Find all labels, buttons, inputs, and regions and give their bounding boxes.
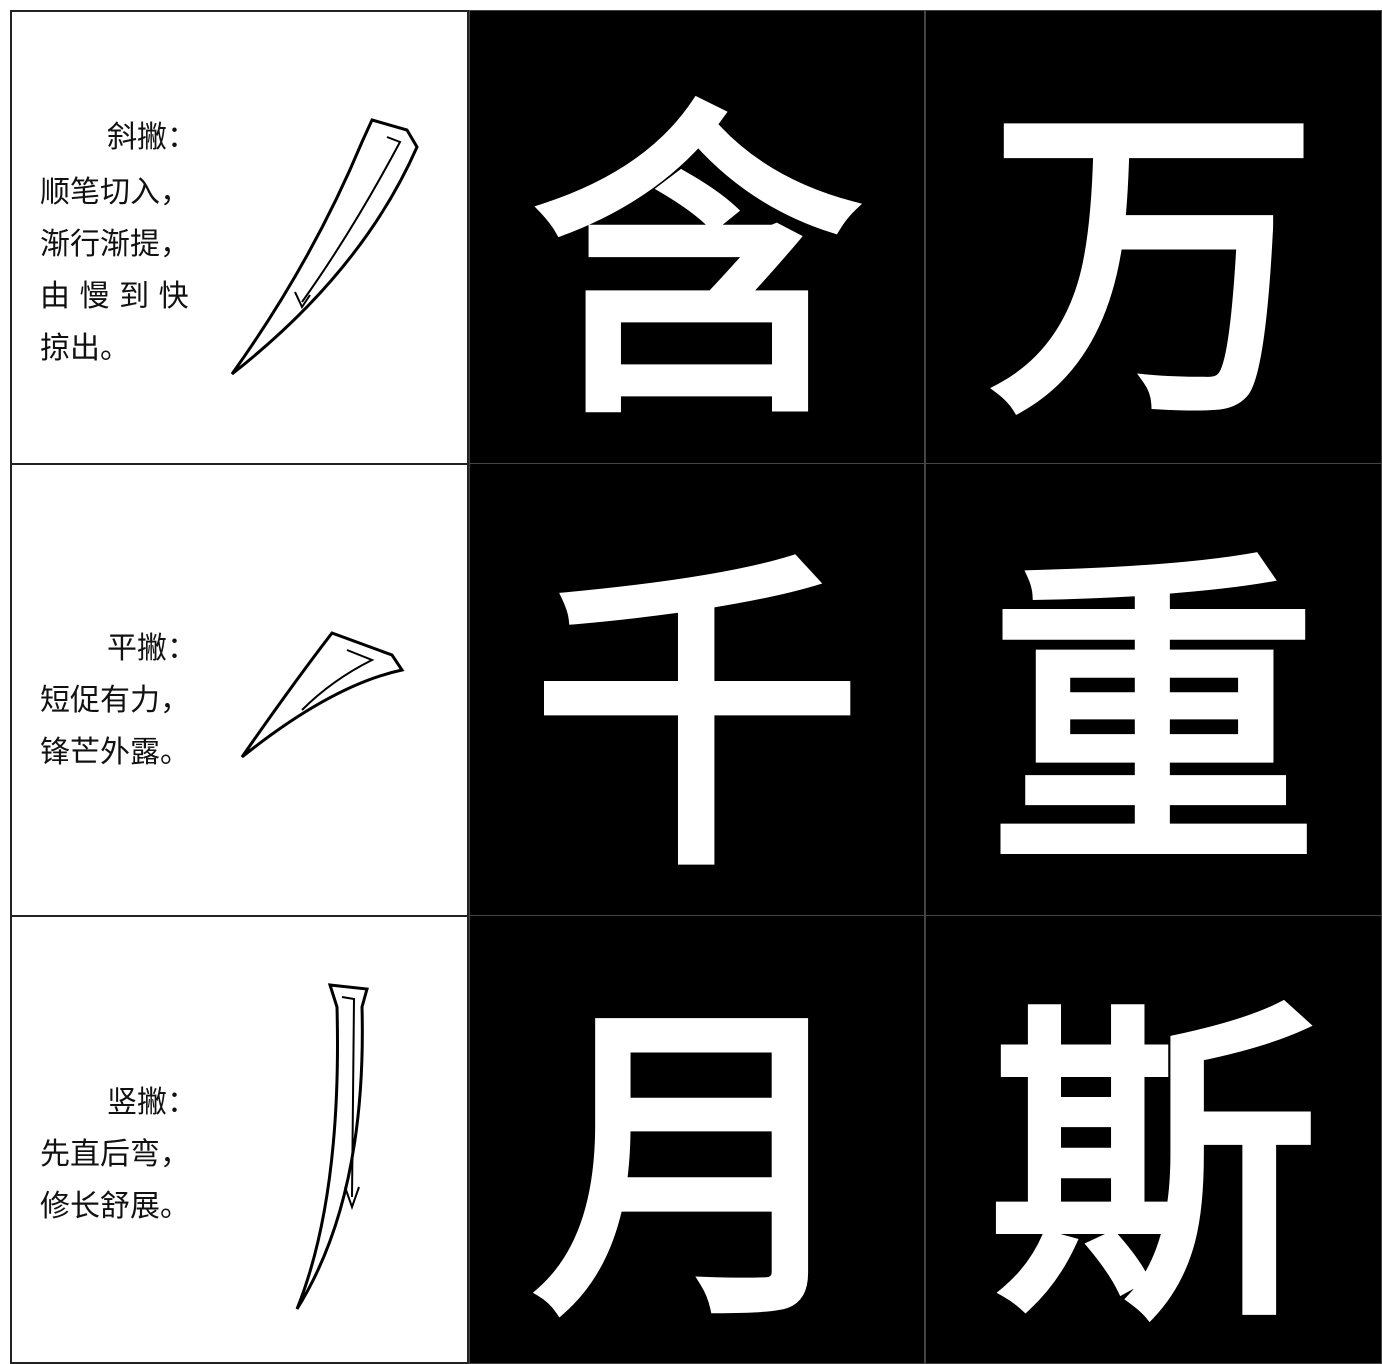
stroke-text: 短促有力， (40, 683, 190, 718)
character-cell: 万 (925, 10, 1382, 465)
stroke-name: 斜撇： (107, 120, 197, 155)
stroke-text: 修长舒展。 (40, 1189, 190, 1224)
character-cell: 含 (469, 10, 925, 465)
stroke-cell: 竖撇： 先直后弯， 修长舒展。 (10, 915, 469, 1364)
stroke-diagram (295, 983, 369, 1310)
stroke-text: 掠出。 (40, 331, 130, 366)
character-cell: 月 (469, 915, 925, 1364)
stroke-text: 顺笔切入， (40, 175, 190, 210)
calligraphy-character: 万 (988, 70, 1319, 459)
character-cell: 重 (925, 463, 1382, 917)
stroke-name: 平撇： (107, 631, 197, 666)
stroke-diagram (240, 631, 405, 759)
character-cell: 千 (469, 463, 925, 917)
calligraphy-character: 斯 (988, 972, 1319, 1361)
stroke-cell: 平撇： 短促有力， 锋芒外露。 (10, 463, 469, 917)
stroke-text: 由 慢 到 快 (40, 279, 189, 314)
stroke-text: 先直后弯， (40, 1137, 190, 1172)
calligraphy-character: 含 (532, 70, 862, 459)
stroke-text: 渐行渐提， (40, 227, 190, 262)
character-cell: 斯 (925, 915, 1382, 1364)
stroke-text: 锋芒外露。 (40, 735, 190, 770)
calligraphy-character: 千 (532, 523, 862, 911)
calligraphy-character: 月 (532, 972, 862, 1361)
stroke-name: 竖撇： (107, 1085, 197, 1120)
stroke-diagram (230, 118, 419, 376)
stroke-cell: 斜撇： 顺笔切入， 渐行渐提， 由 慢 到 快 掠出。 (10, 10, 469, 465)
calligraphy-character: 重 (988, 523, 1319, 911)
